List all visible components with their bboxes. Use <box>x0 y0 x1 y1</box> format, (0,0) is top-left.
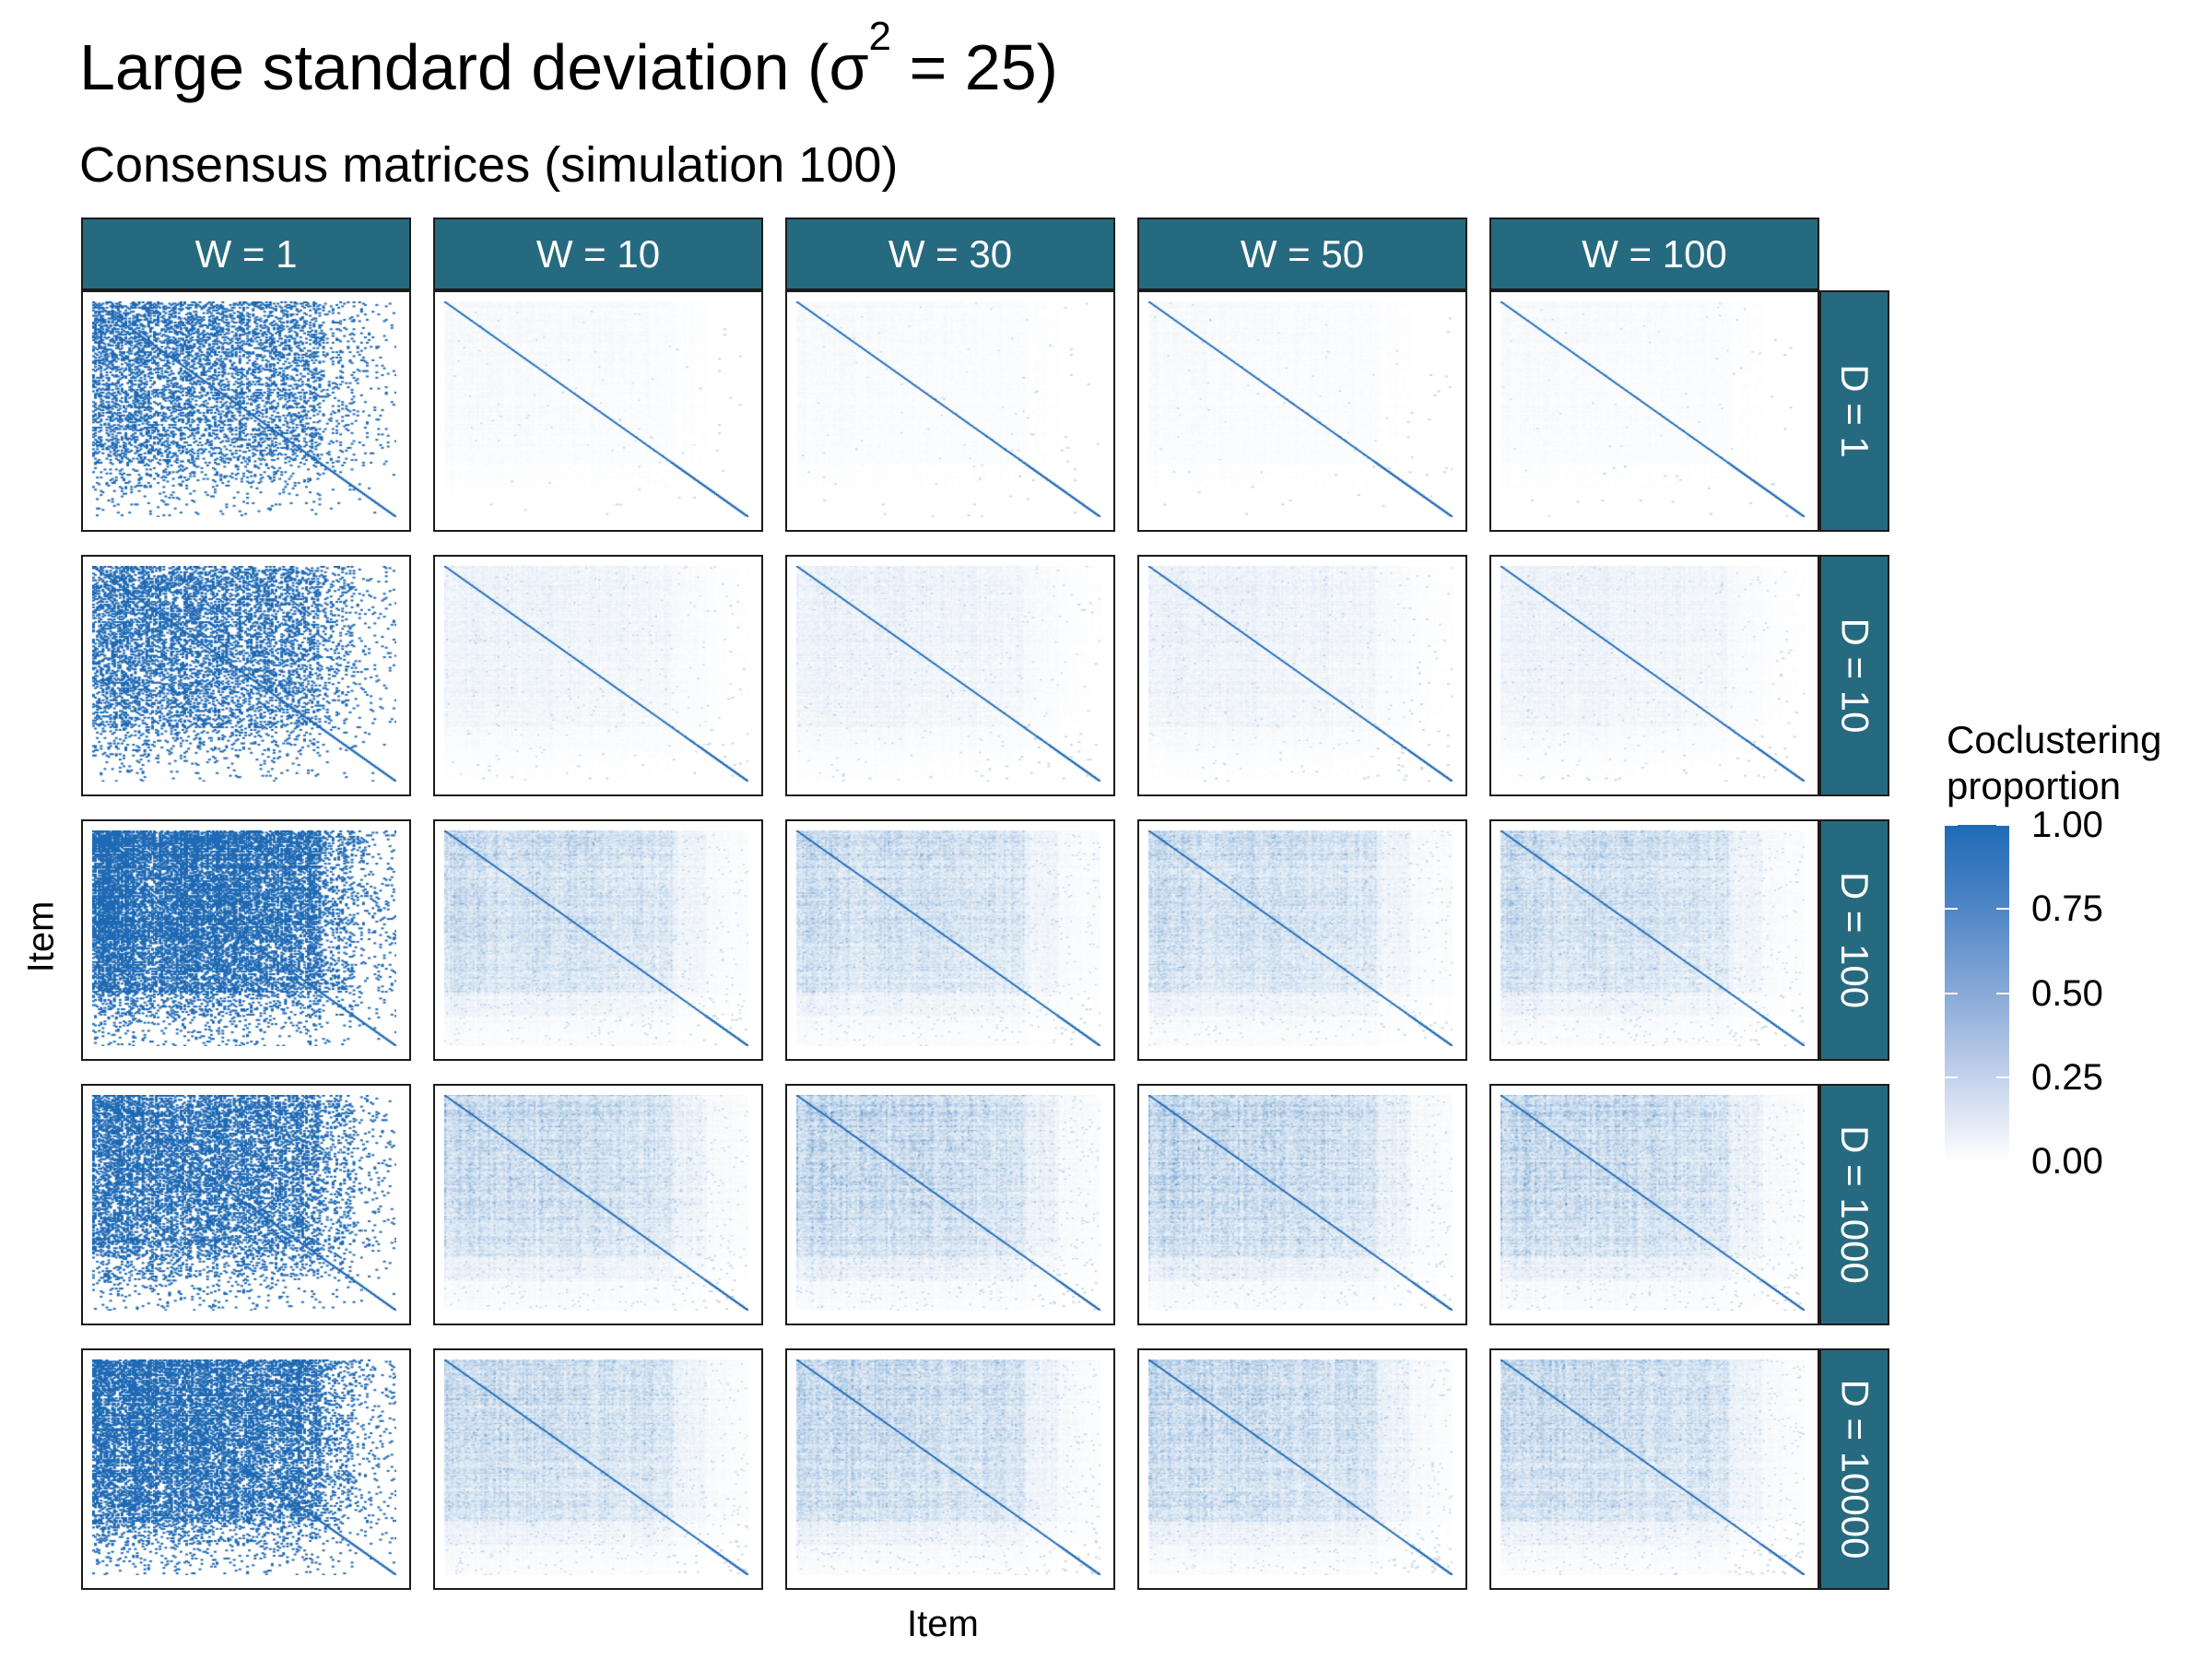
chart-title: Large standard deviation (σ2 = 25) <box>79 14 1058 104</box>
heatmap-panel-r3-c1 <box>81 819 411 1061</box>
heatmap-cells <box>92 1095 396 1311</box>
x-axis-label: Item <box>907 1604 979 1644</box>
heatmap-panel-r1-c5 <box>1489 290 1819 532</box>
legend-tick-label: 1.00 <box>2031 805 2103 845</box>
heatmap-cells <box>1148 1359 1453 1575</box>
facet-col-strip-3: W = 30 <box>785 218 1115 290</box>
heatmap-panel-r1-c2 <box>433 290 763 532</box>
heatmap-cells <box>444 1095 748 1311</box>
heatmap-panel-r5-c1 <box>81 1348 411 1590</box>
legend-tick-mark <box>1996 1160 2009 1162</box>
heatmap-cells <box>444 830 748 1046</box>
heatmap-panel-r1-c1 <box>81 290 411 532</box>
heatmap-panel-r2-c3 <box>785 555 1115 796</box>
legend-tick-mark <box>1945 824 1958 826</box>
heatmap-cells <box>444 566 748 782</box>
legend-title-line-1: Coclustering <box>1947 718 2162 761</box>
legend-tick-mark <box>1945 1160 1958 1162</box>
chart-subtitle: Consensus matrices (simulation 100) <box>79 137 899 193</box>
legend-tick-mark <box>1945 1076 1958 1078</box>
heatmap-panel-r4-c2 <box>433 1084 763 1325</box>
legend-tick-label: 0.25 <box>2031 1056 2103 1098</box>
legend-tick-mark <box>1945 992 1958 994</box>
facet-col-label: W = 30 <box>888 231 1013 276</box>
heatmap-panel-r3-c3 <box>785 819 1115 1061</box>
heatmap-panel-r5-c3 <box>785 1348 1115 1590</box>
facet-row-strip-5: D = 10000 <box>1819 1348 1889 1590</box>
heatmap-panel-r3-c5 <box>1489 819 1819 1061</box>
legend-tick-mark <box>1996 824 2009 826</box>
heatmap-cells <box>444 1359 748 1575</box>
heatmap-panel-r4-c4 <box>1137 1084 1467 1325</box>
heatmap-panel-r2-c5 <box>1489 555 1819 796</box>
facet-col-strip-4: W = 50 <box>1137 218 1467 290</box>
heatmap-cells <box>1500 301 1805 517</box>
heatmap-panel-r4-c3 <box>785 1084 1115 1325</box>
legend-tick-label: 0.50 <box>2031 972 2103 1014</box>
legend-tick-mark <box>1945 908 1958 911</box>
facet-row-strip-2: D = 10 <box>1819 555 1889 796</box>
facet-row-label: D = 10000 <box>1833 1379 1877 1559</box>
facet-col-strip-2: W = 10 <box>433 218 763 290</box>
heatmap-cells <box>1148 301 1453 517</box>
heatmap-panel-r2-c1 <box>81 555 411 796</box>
heatmap-cells <box>796 1359 1100 1575</box>
facet-col-label: W = 10 <box>535 231 661 276</box>
legend-title: Coclustering proportion <box>1947 717 2161 809</box>
heatmap-cells <box>1500 1095 1805 1311</box>
heatmap-panel-r1-c3 <box>785 290 1115 532</box>
heatmap-panel-r4-c1 <box>81 1084 411 1325</box>
heatmap-cells <box>796 566 1100 782</box>
facet-row-label: D = 10 <box>1833 618 1877 734</box>
legend-tick-label: 0.00 <box>2031 1141 2103 1182</box>
heatmap-panel-r5-c5 <box>1489 1348 1819 1590</box>
legend-tick-mark <box>1996 992 2009 994</box>
heatmap-panel-r5-c2 <box>433 1348 763 1590</box>
facet-col-strip-5: W = 100 <box>1489 218 1819 290</box>
facet-col-strip-1: W = 1 <box>81 218 411 290</box>
facet-row-strip-3: D = 100 <box>1819 819 1889 1061</box>
heatmap-panel-r2-c2 <box>433 555 763 796</box>
facet-col-label: W = 1 <box>194 231 298 276</box>
heatmap-panel-r2-c4 <box>1137 555 1467 796</box>
y-axis-label: Item <box>20 900 62 973</box>
heatmap-cells <box>1500 830 1805 1046</box>
heatmap-panel-r3-c2 <box>433 819 763 1061</box>
heatmap-panel-r5-c4 <box>1137 1348 1467 1590</box>
legend-title-line-2: proportion <box>1947 764 2122 807</box>
heatmap-cells <box>796 301 1100 517</box>
facet-row-strip-4: D = 1000 <box>1819 1084 1889 1325</box>
heatmap-cells <box>1148 830 1453 1046</box>
facet-row-label: D = 1 <box>1833 364 1877 458</box>
legend-tick-mark <box>1996 1076 2009 1078</box>
facet-row-label: D = 1000 <box>1833 1125 1877 1284</box>
heatmap-cells <box>1500 1359 1805 1575</box>
heatmap-cells <box>796 830 1100 1046</box>
heatmap-panel-r1-c4 <box>1137 290 1467 532</box>
heatmap-cells <box>1148 1095 1453 1311</box>
legend-tick-mark <box>1996 908 2009 911</box>
heatmap-cells <box>92 566 396 782</box>
legend-tick-label: 0.75 <box>2031 888 2103 930</box>
facet-col-label: W = 100 <box>1582 231 1727 276</box>
facet-col-label: W = 50 <box>1240 231 1365 276</box>
heatmap-cells <box>92 830 396 1046</box>
heatmap-panel-r3-c4 <box>1137 819 1467 1061</box>
facet-row-label: D = 100 <box>1833 871 1877 1009</box>
heatmap-cells <box>92 301 396 517</box>
heatmap-cells <box>796 1095 1100 1311</box>
facet-row-strip-1: D = 1 <box>1819 290 1889 532</box>
heatmap-cells <box>1500 566 1805 782</box>
heatmap-cells <box>1148 566 1453 782</box>
heatmap-cells <box>92 1359 396 1575</box>
heatmap-panel-r4-c5 <box>1489 1084 1819 1325</box>
heatmap-cells <box>444 301 748 517</box>
